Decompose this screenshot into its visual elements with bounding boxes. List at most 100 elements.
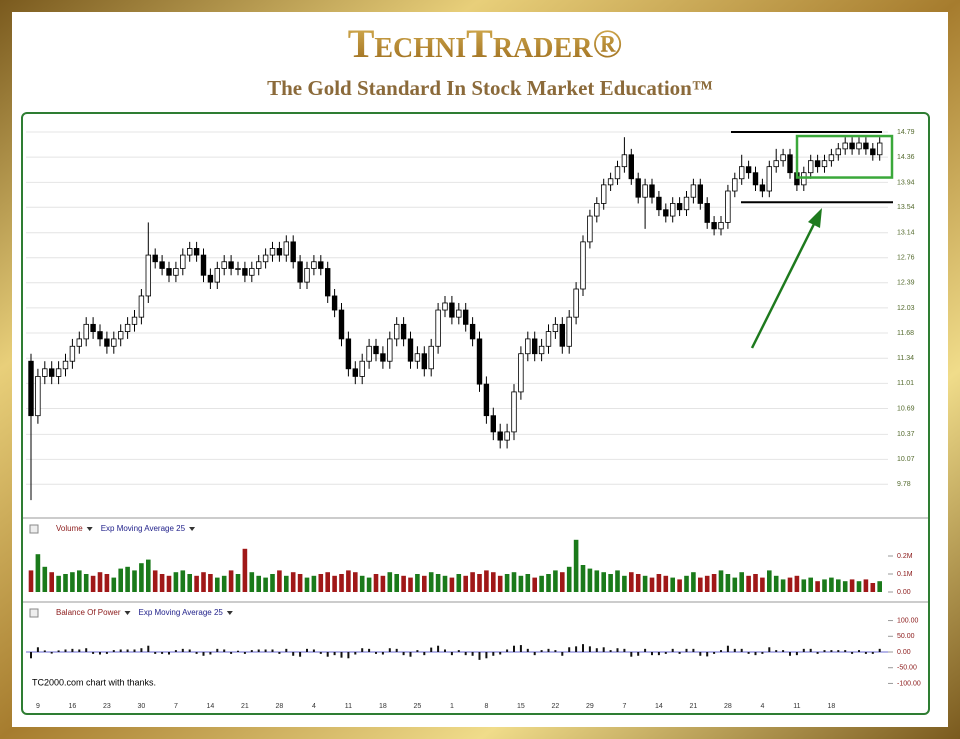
bop-bar: [354, 652, 357, 655]
volume-bar: [739, 572, 744, 592]
volume-bar: [560, 572, 565, 592]
bop-bar: [871, 652, 874, 654]
candle-body: [511, 391, 517, 433]
x-tick-label: 14: [207, 703, 215, 710]
bop-bar: [209, 652, 212, 655]
x-tick-label: 25: [414, 703, 422, 710]
bop-bar: [181, 648, 184, 652]
bop-bar: [71, 648, 74, 652]
legend-entry[interactable]: Volume: [56, 524, 83, 533]
bop-bar: [864, 652, 867, 654]
volume-bar: [649, 577, 655, 592]
bop-bar: [43, 650, 46, 652]
candle-body: [525, 338, 531, 355]
x-tick-label: 28: [724, 703, 732, 710]
bop-bar: [540, 650, 543, 652]
candle-body: [249, 268, 255, 276]
bop-bar: [402, 652, 405, 656]
candle-body: [870, 148, 876, 156]
bop-bar: [726, 645, 729, 652]
candle-body: [504, 431, 510, 441]
y-tick-label: 13.94: [897, 179, 915, 186]
panel-toggle[interactable]: [29, 608, 39, 618]
bop-bar: [457, 650, 460, 652]
candle-body: [697, 184, 703, 204]
legend-entry[interactable]: Exp Moving Average 25: [101, 524, 186, 533]
bop-bar: [92, 652, 95, 654]
bop-bar: [858, 650, 860, 652]
bop-bar: [651, 652, 653, 656]
bop-bar: [306, 648, 308, 652]
volume-bar: [346, 570, 351, 592]
volume-bar: [863, 579, 869, 592]
source-note: TC2000.com chart with thanks.: [32, 677, 156, 687]
bop-bar: [450, 652, 453, 656]
candle-body: [842, 142, 848, 150]
bop-bar: [85, 648, 88, 652]
bop-bar: [602, 647, 605, 652]
brand-title: TechniTrader®: [348, 21, 623, 66]
volume-bar: [339, 574, 344, 592]
candle-body: [393, 323, 400, 340]
candle-body: [745, 166, 752, 174]
x-tick-label: 28: [276, 703, 284, 710]
bop-bar: [768, 647, 771, 652]
bop-bar: [519, 645, 522, 652]
bop-bar: [78, 649, 81, 652]
y-tick-label: 12.76: [897, 255, 915, 262]
bop-bar: [630, 652, 633, 657]
candle-body: [676, 203, 683, 211]
bop-bar: [616, 648, 619, 652]
bop-bar: [292, 652, 295, 656]
candle-body: [635, 178, 641, 198]
volume-bar: [111, 577, 117, 592]
volume-bar: [691, 572, 696, 592]
y-tick-label: 13.54: [897, 204, 915, 211]
x-tick-label: 21: [690, 703, 698, 710]
bop-bar: [340, 652, 343, 658]
volume-bar: [698, 577, 703, 592]
bop-bar: [250, 650, 253, 652]
candle-body: [518, 353, 524, 393]
bop-bar: [533, 652, 536, 656]
legend-entry[interactable]: Exp Moving Average 25: [138, 608, 223, 617]
x-tick-label: 1: [450, 703, 454, 710]
volume-bar: [773, 575, 779, 592]
x-tick-label: 7: [622, 703, 626, 710]
volume-bar: [656, 574, 662, 592]
volume-bar: [539, 575, 544, 592]
volume-bar: [152, 570, 158, 592]
volume-bar: [401, 575, 406, 592]
volume-bar: [277, 570, 282, 592]
bop-bar: [851, 652, 854, 654]
legend-entry[interactable]: Balance Of Power: [56, 608, 121, 617]
volume-bar: [594, 570, 600, 592]
candle-body: [828, 154, 835, 162]
candle-body: [380, 353, 386, 362]
candle-body: [331, 295, 338, 311]
volume-bar: [622, 575, 627, 592]
volume-bar: [449, 577, 455, 592]
bop-bar: [809, 648, 812, 652]
y-tick-label: 13.14: [897, 230, 915, 237]
candle-body: [566, 316, 572, 347]
volume-bar: [353, 572, 358, 592]
bop-bar: [133, 649, 136, 652]
candle-body: [145, 254, 151, 297]
candle-body: [90, 323, 96, 332]
volume-bar: [525, 574, 531, 592]
candle-body: [442, 302, 448, 311]
bop-bar: [623, 648, 626, 652]
bop-bar: [381, 652, 384, 655]
volume-bar: [442, 575, 448, 592]
bop-bar: [816, 652, 819, 654]
volume-bar: [270, 574, 275, 592]
candle-body: [318, 261, 324, 269]
bop-bar: [740, 648, 743, 652]
volume-bar: [635, 574, 641, 592]
panel-toggle[interactable]: [29, 524, 39, 534]
volume-bar: [208, 574, 213, 592]
volume-bar: [677, 579, 682, 592]
bop-bar: [237, 650, 239, 652]
volume-bar: [760, 577, 765, 592]
